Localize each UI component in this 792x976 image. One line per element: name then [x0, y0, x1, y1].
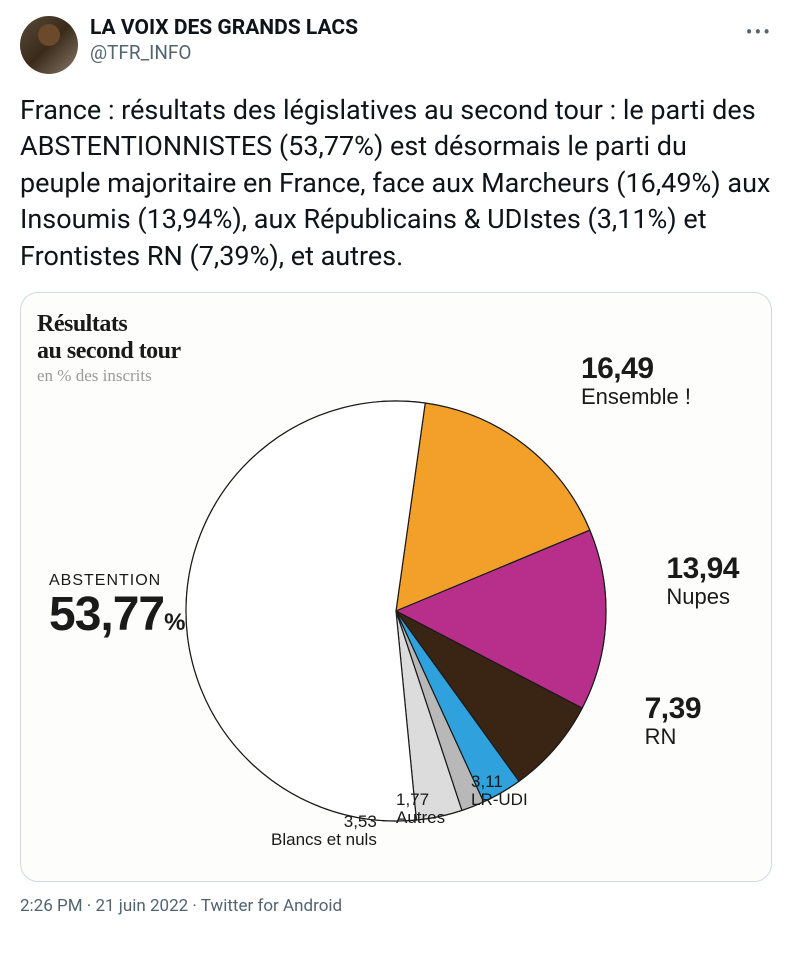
label-rn-value: 7,39 — [645, 693, 701, 725]
label-blancs-name: Blancs et nuls — [271, 831, 377, 849]
label-nupes-value: 13,94 — [666, 553, 739, 585]
label-blancs: 3,53 Blancs et nuls — [271, 813, 377, 849]
label-autres-name: Autres — [396, 809, 445, 827]
pie-chart: ABSTENTION 53,77% 16,49 Ensemble ! 13,94… — [21, 293, 771, 881]
label-nupes: 13,94 Nupes — [666, 553, 739, 608]
label-ensemble-name: Ensemble ! — [581, 385, 691, 408]
label-abstention-pct: % — [164, 609, 185, 636]
label-abstention-value: 53,77 — [49, 588, 164, 641]
label-nupes-name: Nupes — [666, 585, 739, 608]
label-ensemble-value: 16,49 — [581, 353, 691, 385]
tweet-header: LA VOIX DES GRANDS LACS @TFR_INFO ••• — [20, 16, 772, 74]
tweet-container: LA VOIX DES GRANDS LACS @TFR_INFO ••• Fr… — [0, 0, 792, 932]
tweet-source[interactable]: Twitter for Android — [201, 896, 342, 916]
tweet-date[interactable]: 21 juin 2022 — [95, 896, 188, 916]
label-lrudi-value: 3,11 — [471, 773, 528, 791]
user-handle[interactable]: @TFR_INFO — [90, 41, 772, 66]
label-blancs-value: 3,53 — [271, 813, 377, 831]
tweet-timestamp[interactable]: 2:26 PM — [20, 896, 83, 916]
name-block: LA VOIX DES GRANDS LACS @TFR_INFO — [90, 16, 772, 66]
media-card[interactable]: Résultats au second tour en % des inscri… — [20, 292, 772, 882]
label-lrudi: 3,11 LR-UDI — [471, 773, 528, 809]
more-icon[interactable]: ••• — [746, 20, 772, 44]
label-rn-name: RN — [645, 725, 701, 748]
label-abstention-word: ABSTENTION — [49, 572, 161, 589]
tweet-text: France : résultats des législatives au s… — [20, 92, 772, 274]
label-rn: 7,39 RN — [645, 693, 701, 748]
meta-sep2: · — [192, 896, 200, 916]
avatar[interactable] — [20, 16, 78, 74]
label-autres-value: 1,77 — [396, 791, 445, 809]
label-lrudi-name: LR-UDI — [471, 791, 528, 809]
label-abstention: ABSTENTION 53,77% — [49, 573, 185, 640]
display-name[interactable]: LA VOIX DES GRANDS LACS — [90, 16, 772, 41]
tweet-meta: 2:26 PM · 21 juin 2022 · Twitter for And… — [20, 896, 772, 916]
pie-slice — [186, 401, 425, 821]
label-ensemble: 16,49 Ensemble ! — [581, 353, 691, 408]
label-autres: 1,77 Autres — [396, 791, 445, 827]
pie-svg — [156, 371, 636, 851]
